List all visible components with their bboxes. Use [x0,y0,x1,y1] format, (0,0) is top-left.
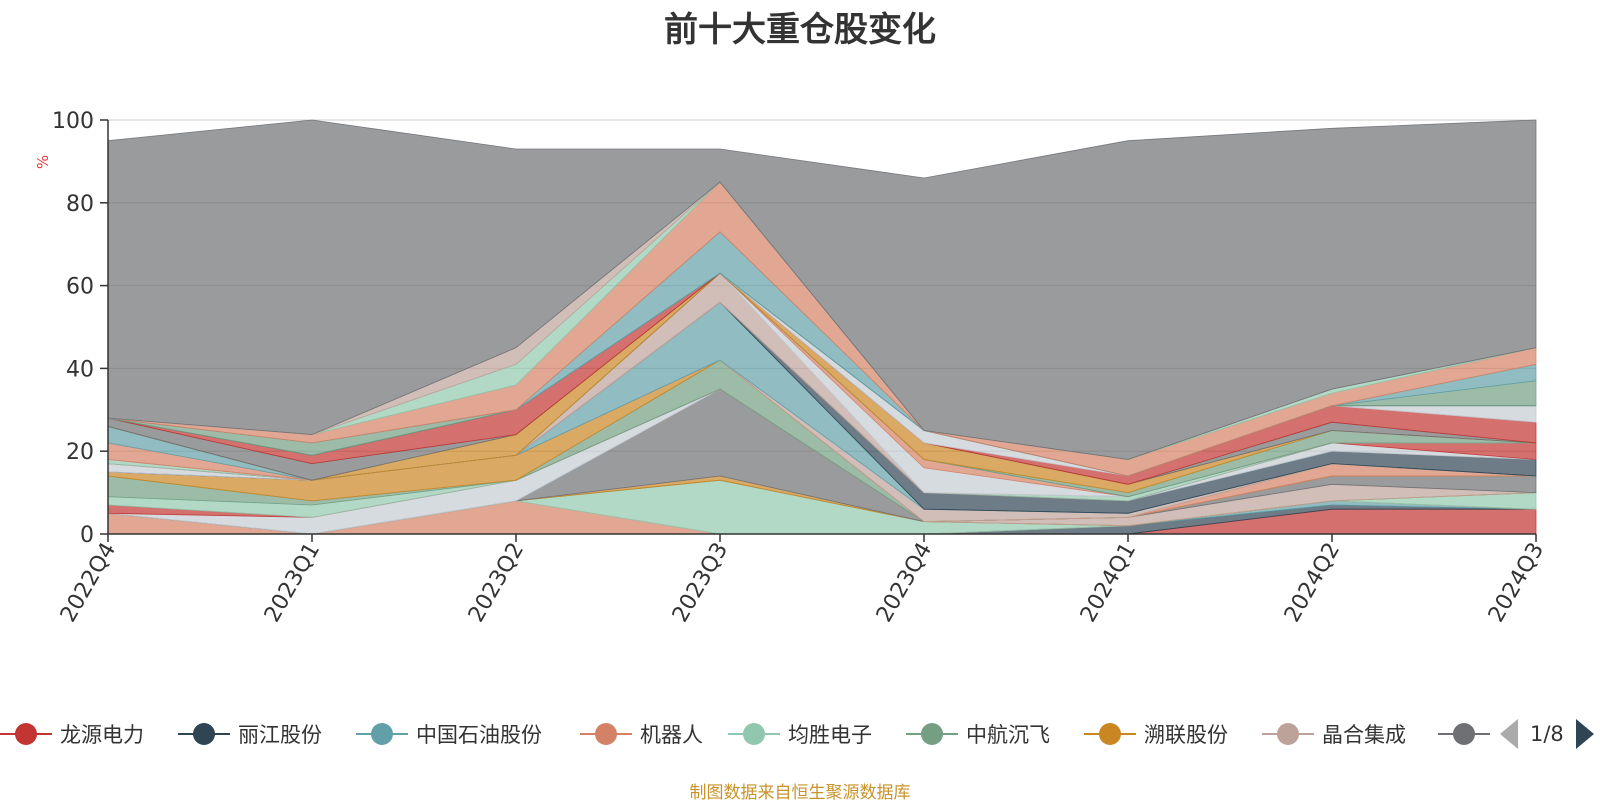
y-tick-label-40: 40 [66,357,94,382]
y-tick-label-60: 60 [66,275,94,300]
area-其他 [107,119,1537,460]
legend-marker-dot [1453,723,1475,745]
legend-marker-icon [580,723,632,745]
legend-marker-icon [0,723,52,745]
legend-item-丽江股份[interactable]: 丽江股份 [178,716,322,752]
legend-label: 晶合集成 [1322,723,1406,747]
legend-marker-dot [371,723,393,745]
legend-page-indicator: 1/8 [1530,722,1564,746]
legend-pager: 1/8 [1500,718,1594,750]
legend-item-中航沉飞[interactable]: 中航沉飞 [906,716,1050,752]
legend-label: 机器人 [640,723,703,747]
legend-next-page-button[interactable] [1575,719,1594,749]
x-tick-label-2023Q1: 2023Q1 [260,539,325,627]
legend-label: 中航沉飞 [966,723,1050,747]
legend-marker-icon [1262,723,1314,745]
legend-label: 龙源电力 [60,723,144,747]
area-series [107,119,1537,535]
x-tick-label-2023Q3: 2023Q3 [668,539,733,627]
legend-label: 中国石油股份 [416,723,542,747]
x-tick-label-2024Q3: 2024Q3 [1484,539,1549,627]
legend-marker-dot [921,723,943,745]
legend-item-机器人[interactable]: 机器人 [580,716,703,752]
legend-marker-icon [356,723,408,745]
legend-item-龙源电力[interactable]: 龙源电力 [0,716,144,752]
legend-item-中国石油股份[interactable]: 中国石油股份 [356,716,542,752]
y-tick-label-80: 80 [66,192,94,217]
legend-marker-dot [193,723,215,745]
legend-marker-dot [1277,723,1299,745]
legend-marker-icon [1084,723,1136,745]
data-source-note: 制图数据来自恒生聚源数据库 [689,783,911,803]
legend-label: 溯联股份 [1144,723,1228,747]
legend-marker-dot [1099,723,1121,745]
legend-marker-icon [178,723,230,745]
legend-marker-dot [743,723,765,745]
chart-title: 前十大重仓股变化 [664,10,936,50]
x-tick-label-2022Q4: 2022Q4 [56,539,121,627]
x-tick-label-2023Q4: 2023Q4 [872,539,937,627]
legend-marker-icon [906,723,958,745]
legend-item-均胜电子[interactable]: 均胜电子 [728,716,872,752]
legend-item-more[interactable] [1438,716,1490,752]
legend: 龙源电力 丽江股份 中国石油股份 机器人 均胜电子 中航沉飞 溯联股份 晶合集成 [0,716,1600,752]
legend-prev-page-button[interactable] [1500,719,1518,749]
y-tick-label-20: 20 [66,440,94,465]
legend-item-溯联股份[interactable]: 溯联股份 [1084,716,1228,752]
x-tick-label-2024Q2: 2024Q2 [1280,539,1345,627]
stacked-area-chart: 0 20 40 60 80 100 2022Q4 2023Q1 2023Q2 2023Q3 2023… [34,109,1549,627]
legend-marker-dot [15,723,37,745]
y-tick-label-100: 100 [52,109,94,134]
x-tick-label-2024Q1: 2024Q1 [1076,539,1141,627]
y-tick-label-0: 0 [80,523,94,548]
legend-marker-icon [1438,723,1490,745]
x-tick-label-2023Q2: 2023Q2 [464,539,529,627]
legend-item-晶合集成[interactable]: 晶合集成 [1262,716,1406,752]
legend-marker-icon [728,723,780,745]
y-axis-label: % [34,155,52,169]
legend-label: 丽江股份 [238,723,322,747]
legend-label: 均胜电子 [788,723,872,747]
legend-marker-dot [595,723,617,745]
